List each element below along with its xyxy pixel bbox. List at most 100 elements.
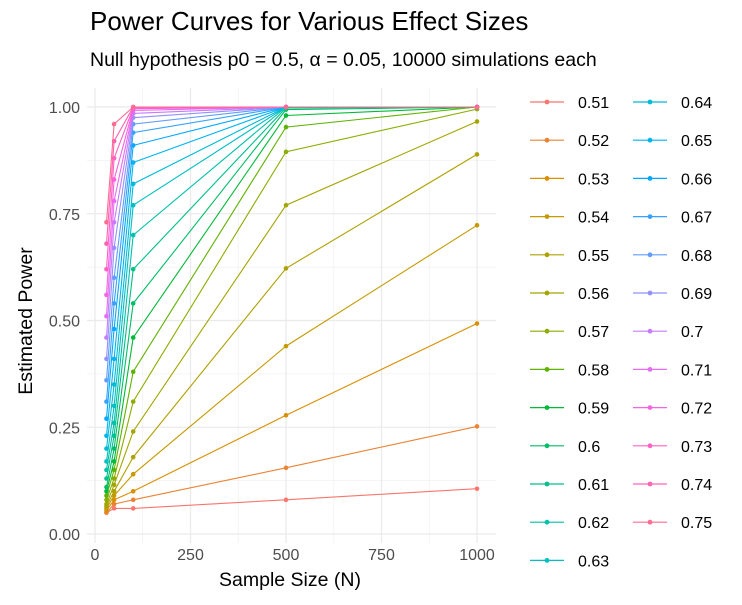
series-line bbox=[105, 106, 478, 488]
data-point bbox=[104, 313, 109, 319]
legend-item: 0.62 bbox=[530, 515, 609, 532]
legend-label: 0.66 bbox=[681, 171, 712, 188]
series-line bbox=[105, 106, 477, 223]
legend-item: 0.71 bbox=[633, 362, 712, 379]
data-point bbox=[104, 433, 109, 439]
legend-key-point bbox=[647, 405, 653, 410]
series-line bbox=[106, 323, 478, 511]
data-point bbox=[111, 382, 117, 387]
y-tick-label: 0.50 bbox=[49, 314, 80, 331]
legend-label: 0.53 bbox=[578, 171, 609, 188]
series-0.57 bbox=[104, 106, 480, 503]
legend-key-point bbox=[544, 558, 550, 563]
series-line bbox=[105, 106, 477, 402]
legend-key-point bbox=[544, 290, 550, 296]
legend-key-point bbox=[647, 290, 653, 296]
series-line bbox=[105, 106, 478, 479]
series-0.56 bbox=[104, 119, 480, 507]
data-point bbox=[130, 471, 136, 477]
data-point bbox=[104, 241, 109, 246]
legend: 0.51 0.52 0.53 0.54 0.55 0.56 0.57 0.58 0.59 0.6 0… bbox=[530, 95, 712, 570]
legend-key-point bbox=[647, 214, 653, 220]
data-point bbox=[283, 497, 289, 503]
x-tick-label: 0 bbox=[91, 547, 100, 564]
legend-key-point bbox=[544, 481, 550, 487]
legend-item: 0.59 bbox=[530, 401, 609, 418]
series-line bbox=[105, 106, 478, 492]
legend-item: 0.67 bbox=[633, 210, 712, 227]
series-0.7 bbox=[104, 104, 480, 340]
series-0.74 bbox=[104, 104, 480, 246]
series-line bbox=[106, 153, 478, 507]
series-line bbox=[105, 106, 477, 419]
data-point bbox=[283, 104, 289, 110]
y-tick-label: 1.00 bbox=[49, 100, 80, 117]
data-point bbox=[111, 446, 117, 451]
data-point bbox=[111, 459, 117, 464]
data-point bbox=[283, 412, 289, 418]
legend-label: 0.71 bbox=[681, 362, 712, 379]
series-0.51 bbox=[104, 486, 480, 515]
legend-label: 0.58 bbox=[578, 362, 609, 379]
legend-label: 0.74 bbox=[681, 477, 712, 494]
data-point bbox=[474, 104, 480, 110]
legend-item: 0.55 bbox=[530, 248, 609, 265]
data-point bbox=[130, 489, 136, 494]
data-point bbox=[104, 497, 109, 503]
series-0.67 bbox=[104, 104, 480, 404]
data-point bbox=[130, 181, 136, 187]
legend-key-point bbox=[647, 176, 653, 181]
series-line bbox=[105, 120, 478, 505]
data-point bbox=[104, 467, 109, 473]
legend-label: 0.65 bbox=[681, 133, 712, 150]
data-point bbox=[130, 266, 136, 272]
data-point bbox=[104, 484, 109, 490]
data-point bbox=[104, 446, 109, 451]
data-point bbox=[130, 454, 136, 460]
legend-item: 0.56 bbox=[530, 286, 609, 303]
legend-label: 0.63 bbox=[578, 553, 609, 570]
x-tick-label: 750 bbox=[368, 547, 395, 564]
series-line bbox=[105, 108, 478, 500]
data-point bbox=[104, 292, 109, 298]
legend-item: 0.7 bbox=[633, 324, 703, 341]
legend-key-point bbox=[647, 252, 653, 258]
series-0.68 bbox=[104, 104, 480, 383]
series-0.55 bbox=[104, 152, 480, 509]
data-point bbox=[130, 399, 136, 404]
legend-label: 0.75 bbox=[681, 515, 712, 532]
data-point bbox=[111, 121, 117, 127]
series-line bbox=[106, 488, 478, 514]
legend-key-point bbox=[544, 137, 550, 143]
legend-label: 0.51 bbox=[578, 95, 609, 112]
legend-key-point bbox=[544, 176, 550, 181]
data-point bbox=[104, 416, 109, 422]
data-point bbox=[130, 429, 136, 434]
data-point bbox=[104, 377, 109, 383]
series-0.62 bbox=[104, 104, 480, 473]
data-point bbox=[474, 152, 480, 157]
legend-label: 0.59 bbox=[578, 401, 609, 418]
legend-item: 0.63 bbox=[530, 553, 609, 570]
data-point bbox=[111, 356, 117, 362]
legend-item: 0.74 bbox=[633, 477, 712, 494]
legend-label: 0.61 bbox=[578, 477, 609, 494]
data-point bbox=[104, 335, 109, 340]
legend-item: 0.69 bbox=[633, 286, 712, 303]
legend-key-point bbox=[544, 367, 550, 372]
data-point bbox=[474, 486, 480, 492]
y-tick-label: 0.75 bbox=[49, 207, 80, 224]
legend-label: 0.57 bbox=[578, 324, 609, 341]
legend-item: 0.64 bbox=[633, 95, 712, 112]
data-point bbox=[283, 124, 289, 130]
data-point bbox=[111, 420, 117, 426]
series-0.53 bbox=[104, 321, 480, 513]
data-point bbox=[474, 321, 480, 326]
legend-key-point bbox=[544, 99, 550, 105]
x-axis-title: Sample Size (N) bbox=[219, 569, 361, 591]
data-point bbox=[111, 326, 117, 332]
legend-item: 0.57 bbox=[530, 324, 609, 341]
series-lines bbox=[104, 104, 480, 515]
data-point bbox=[283, 266, 289, 271]
